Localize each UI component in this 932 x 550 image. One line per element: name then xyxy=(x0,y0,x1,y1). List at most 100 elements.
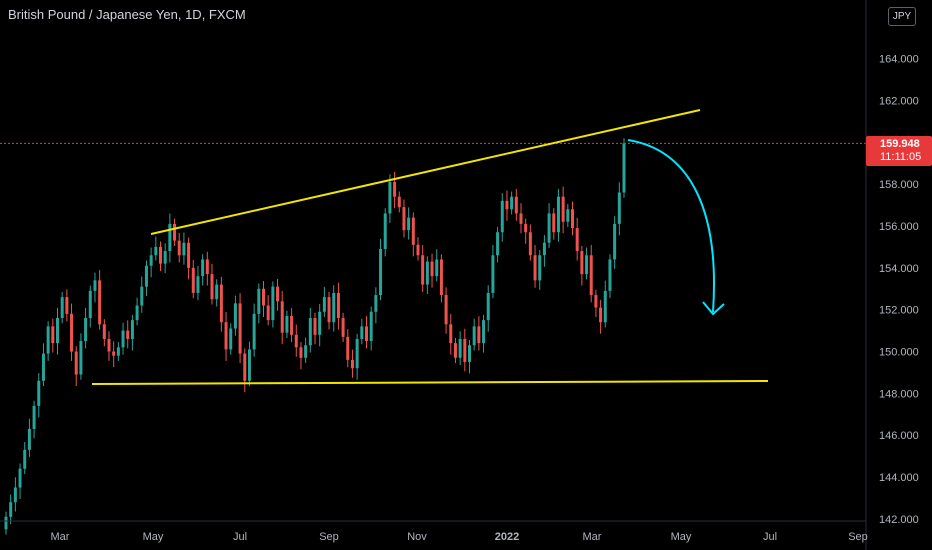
candle-body xyxy=(538,255,542,281)
y-tick-label: 146.000 xyxy=(879,430,919,442)
candle-body xyxy=(416,244,420,256)
candle-body xyxy=(238,303,242,354)
candle-body xyxy=(224,322,228,350)
support-trendline[interactable] xyxy=(91,380,769,385)
candle-body xyxy=(542,242,546,256)
candle-body xyxy=(556,196,560,233)
candle-body xyxy=(219,284,223,323)
candle-body xyxy=(294,334,298,348)
candle-body xyxy=(243,353,247,381)
candle-body xyxy=(491,255,495,293)
candle-body xyxy=(393,182,397,197)
x-tick-label: Nov xyxy=(407,531,427,543)
candle-body xyxy=(257,288,261,314)
candle-body xyxy=(360,326,364,339)
candle-body xyxy=(369,311,373,342)
y-tick-label: 164.000 xyxy=(879,54,919,66)
candle-body xyxy=(613,223,617,260)
candle-body xyxy=(177,240,181,256)
candle-body xyxy=(121,330,125,348)
y-tick-label: 158.000 xyxy=(879,179,919,191)
candle-body xyxy=(205,259,209,275)
resistance-trendline[interactable] xyxy=(150,109,701,235)
candle-body xyxy=(355,338,359,369)
candle-body xyxy=(402,207,406,231)
candle-body xyxy=(599,307,603,323)
candle-body xyxy=(84,318,88,342)
candle-body xyxy=(472,326,476,346)
candle-body xyxy=(374,295,378,312)
candle-body xyxy=(116,347,120,356)
candle-body xyxy=(23,449,27,469)
candle-body xyxy=(383,213,387,249)
chart-title: British Pound / Japanese Yen, 1D, FXCM xyxy=(8,7,246,22)
candle-body xyxy=(79,341,83,375)
x-tick-label: Sep xyxy=(319,531,339,543)
candles-layer xyxy=(4,138,626,535)
candle-body xyxy=(365,326,368,342)
candle-body xyxy=(435,259,439,277)
candle-body xyxy=(524,223,528,233)
x-axis-ticks: Mar May Jul Sep Nov 2022 Mar May Jul Sep xyxy=(51,531,868,543)
candle-body xyxy=(215,284,219,300)
candle-body xyxy=(594,295,598,308)
candle-body xyxy=(4,516,8,530)
candle-body xyxy=(37,380,41,406)
candle-body xyxy=(486,292,490,321)
candle-body xyxy=(463,338,467,362)
x-tick-label: Jul xyxy=(233,531,247,543)
candle-body xyxy=(191,267,195,293)
candle-body xyxy=(201,259,205,277)
candle-body xyxy=(285,315,289,333)
candle-body xyxy=(379,248,383,296)
candle-body xyxy=(425,261,429,285)
candle-body xyxy=(18,468,22,488)
candle-body xyxy=(210,274,214,300)
candle-body xyxy=(56,318,59,344)
candle-body xyxy=(93,280,97,291)
candle-body xyxy=(51,326,55,344)
candle-body xyxy=(130,320,134,339)
y-tick-label: 142.000 xyxy=(879,514,919,526)
candle-body xyxy=(304,345,308,358)
candle-body xyxy=(290,315,294,335)
candle-body xyxy=(327,297,331,323)
candle-body xyxy=(575,228,579,252)
candle-body xyxy=(27,428,31,450)
projection-arrow[interactable] xyxy=(627,139,715,313)
candle-body xyxy=(514,196,518,214)
candle-body xyxy=(453,343,457,358)
x-tick-label: Jul xyxy=(763,531,777,543)
candle-body xyxy=(65,297,69,314)
candle-body xyxy=(196,276,200,293)
candle-body xyxy=(154,246,158,256)
candle-body xyxy=(144,265,148,287)
candle-body xyxy=(107,338,111,352)
candle-body xyxy=(444,295,448,325)
candle-body xyxy=(388,182,392,214)
candle-body xyxy=(41,353,45,381)
y-tick-label: 148.000 xyxy=(879,388,919,400)
candle-body xyxy=(458,338,462,358)
candle-body xyxy=(187,242,191,268)
candle-body xyxy=(505,200,509,210)
candle-body xyxy=(519,213,523,224)
candle-body xyxy=(571,209,574,229)
candle-body xyxy=(622,143,626,193)
arrow-head-icon xyxy=(702,301,725,316)
x-tick-label: Sep xyxy=(848,531,868,543)
candle-body xyxy=(332,292,336,323)
candle-body xyxy=(70,313,74,352)
candle-body xyxy=(74,351,78,375)
current-price-value: 159.948 xyxy=(880,138,920,150)
y-axis-ticks: 142.000 144.000 146.000 148.000 150.000 152.0… xyxy=(879,54,919,526)
candle-body xyxy=(266,305,270,321)
candle-body xyxy=(468,345,471,362)
currency-badge[interactable]: JPY xyxy=(888,7,916,26)
candle-body xyxy=(173,223,177,241)
candle-body xyxy=(430,261,434,277)
candle-body xyxy=(318,311,322,335)
x-tick-label: 2022 xyxy=(495,531,519,543)
candle-body xyxy=(397,196,401,208)
